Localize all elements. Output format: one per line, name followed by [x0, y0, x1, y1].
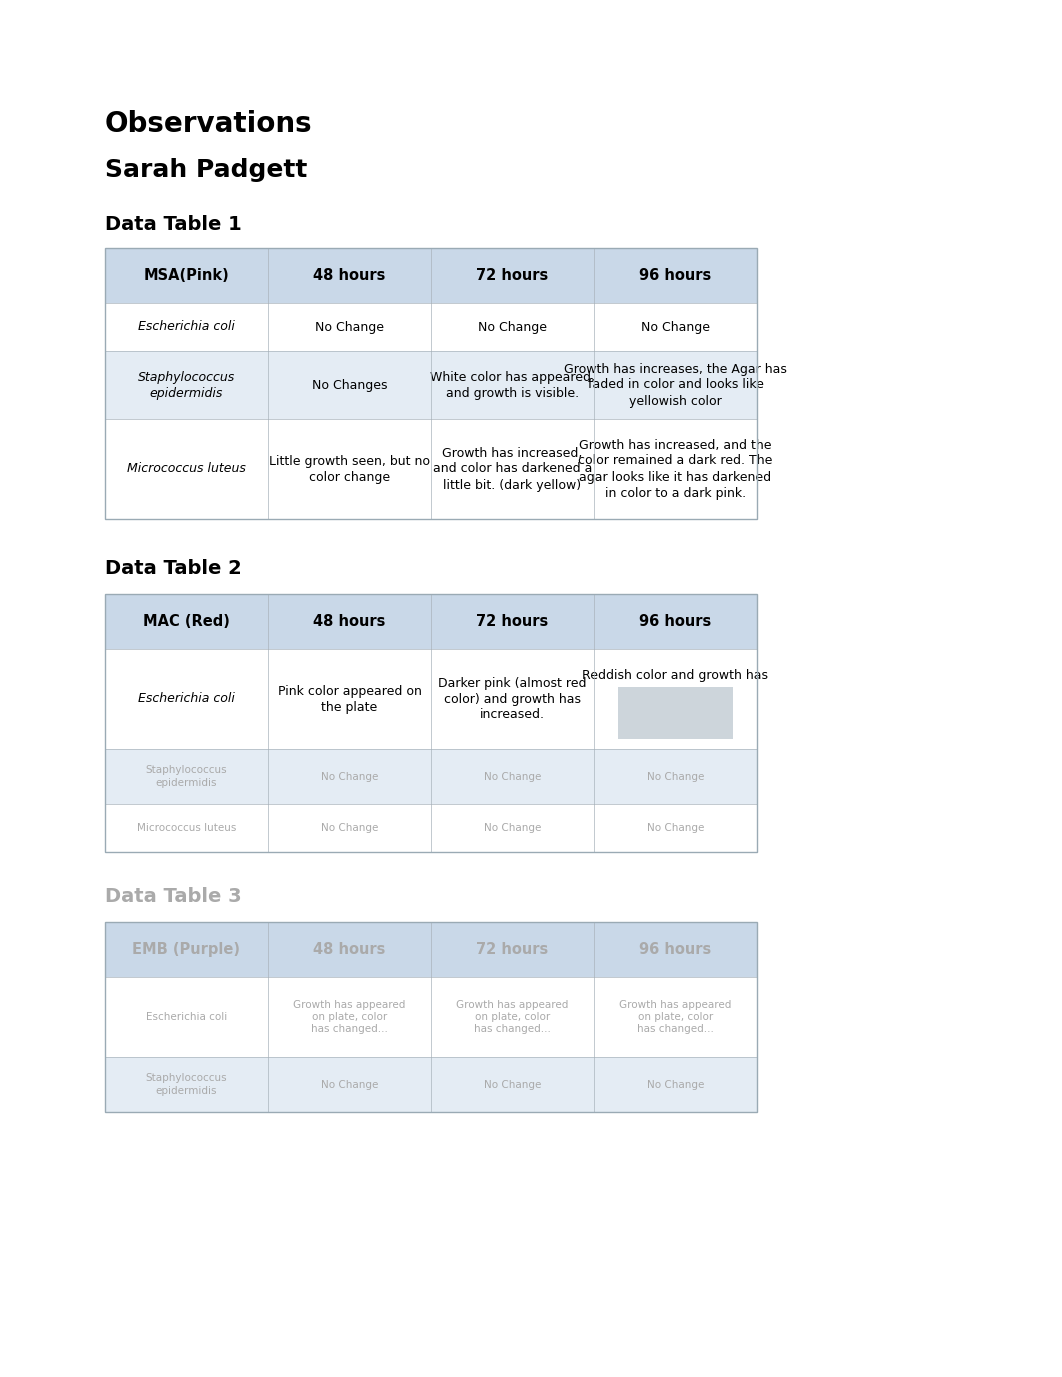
Bar: [105, 749, 757, 804]
Text: Staphylococcus
epidermidis: Staphylococcus epidermidis: [145, 1073, 227, 1096]
Text: 48 hours: 48 hours: [313, 614, 386, 629]
Text: No Change: No Change: [315, 321, 384, 333]
Text: Escherichia coli: Escherichia coli: [145, 1012, 227, 1022]
Text: Escherichia coli: Escherichia coli: [138, 693, 235, 705]
Bar: [105, 351, 757, 419]
Text: No Change: No Change: [484, 771, 542, 782]
Text: Staphylococcus
epidermidis: Staphylococcus epidermidis: [145, 766, 227, 788]
Text: Pink color appeared on
the plate: Pink color appeared on the plate: [277, 684, 422, 713]
Text: Micrococcus luteus: Micrococcus luteus: [137, 823, 236, 833]
Bar: [105, 248, 757, 303]
Text: Growth has appeared
on plate, color
has changed...: Growth has appeared on plate, color has …: [619, 1000, 732, 1034]
Bar: [105, 978, 757, 1058]
Text: 72 hours: 72 hours: [477, 942, 549, 957]
Text: No Change: No Change: [321, 771, 378, 782]
Text: Data Table 3: Data Table 3: [105, 887, 242, 906]
Text: No Change: No Change: [484, 823, 542, 833]
Text: No Change: No Change: [484, 1080, 542, 1089]
Text: Staphylococcus
epidermidis: Staphylococcus epidermidis: [138, 370, 235, 399]
Bar: [105, 649, 757, 749]
Bar: [105, 593, 757, 852]
Bar: [105, 923, 757, 1113]
Text: Growth has increased, and the
color remained a dark red. The
agar looks like it : Growth has increased, and the color rema…: [579, 438, 773, 500]
Text: Reddish color and growth has: Reddish color and growth has: [582, 669, 769, 682]
Bar: [105, 419, 757, 519]
Text: Growth has increased,
and color has darkened a
little bit. (dark yellow): Growth has increased, and color has dark…: [433, 446, 593, 492]
Text: No Change: No Change: [647, 823, 704, 833]
Text: Data Table 2: Data Table 2: [105, 559, 242, 578]
Bar: [105, 804, 757, 852]
Text: 72 hours: 72 hours: [477, 614, 549, 629]
Text: No Changes: No Changes: [312, 379, 388, 391]
Text: Observations: Observations: [105, 110, 312, 138]
Text: 96 hours: 96 hours: [639, 269, 712, 284]
Bar: [105, 248, 757, 519]
Text: Escherichia coli: Escherichia coli: [138, 321, 235, 333]
Bar: [105, 303, 757, 351]
Text: Sarah Padgett: Sarah Padgett: [105, 158, 307, 182]
Text: Data Table 1: Data Table 1: [105, 215, 242, 234]
Text: Micrococcus luteus: Micrococcus luteus: [127, 463, 246, 475]
Bar: [105, 593, 757, 649]
Text: Little growth seen, but no
color change: Little growth seen, but no color change: [269, 454, 430, 483]
Text: No Change: No Change: [647, 771, 704, 782]
Text: 96 hours: 96 hours: [639, 614, 712, 629]
Text: No Change: No Change: [321, 1080, 378, 1089]
Text: 48 hours: 48 hours: [313, 269, 386, 284]
Text: Darker pink (almost red
color) and growth has
increased.: Darker pink (almost red color) and growt…: [439, 676, 586, 722]
Text: No Change: No Change: [478, 321, 547, 333]
Text: 72 hours: 72 hours: [477, 269, 549, 284]
Text: EMB (Purple): EMB (Purple): [133, 942, 240, 957]
Text: MAC (Red): MAC (Red): [143, 614, 230, 629]
Bar: [618, 687, 733, 739]
Bar: [105, 923, 757, 978]
Text: Growth has appeared
on plate, color
has changed...: Growth has appeared on plate, color has …: [293, 1000, 406, 1034]
Text: No Change: No Change: [647, 1080, 704, 1089]
Text: White color has appeared,
and growth is visible.: White color has appeared, and growth is …: [430, 370, 595, 399]
Text: MSA(Pink): MSA(Pink): [143, 269, 229, 284]
Bar: [105, 1058, 757, 1113]
Text: No Change: No Change: [321, 823, 378, 833]
Text: Growth has increases, the Agar has
faded in color and looks like
yellowish color: Growth has increases, the Agar has faded…: [564, 362, 787, 408]
Text: Growth has appeared
on plate, color
has changed...: Growth has appeared on plate, color has …: [457, 1000, 568, 1034]
Text: No Change: No Change: [641, 321, 710, 333]
Text: 48 hours: 48 hours: [313, 942, 386, 957]
Text: 96 hours: 96 hours: [639, 942, 712, 957]
